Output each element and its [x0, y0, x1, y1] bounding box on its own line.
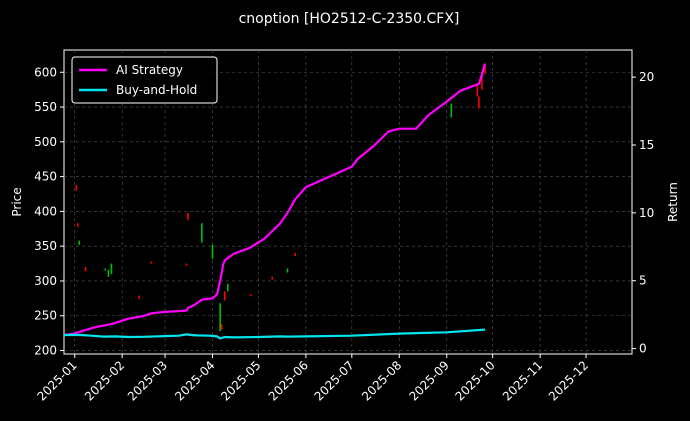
y2-tick-label-1: 5: [639, 274, 647, 288]
price-bar-15: [223, 291, 226, 301]
price-bar-12: [211, 244, 214, 259]
y-tick-label-7: 550: [34, 100, 57, 114]
y2-tick-label-2: 10: [639, 206, 654, 220]
y2-tick-label-3: 15: [639, 138, 654, 152]
price-bar-19: [286, 268, 289, 273]
price-bar-3: [84, 267, 87, 272]
y-tick-label-5: 450: [34, 170, 57, 184]
legend-label-buyhold: Buy-and-Hold: [116, 83, 197, 97]
price-bar-21: [450, 103, 453, 118]
price-bar-23: [478, 96, 480, 109]
price-bars: [75, 63, 486, 332]
price-bar-20: [294, 253, 296, 256]
price-bar-24: [481, 72, 483, 90]
y2-tick-label-0: 0: [639, 342, 647, 356]
y-tick-label-0: 200: [34, 344, 57, 358]
series-lines: [63, 63, 487, 340]
y-tick-label-8: 600: [34, 65, 57, 79]
y-tick-label-3: 350: [34, 239, 57, 253]
y-tick-label-6: 500: [34, 135, 57, 149]
price-bar-22: [476, 84, 479, 97]
legend-box: [71, 56, 218, 104]
price-bar-14: [220, 324, 223, 330]
price-bar-11: [200, 223, 203, 243]
price-bar-10: [187, 212, 189, 220]
price-bar-7: [138, 295, 140, 300]
price-bar-0: [75, 184, 78, 191]
price-bar-16: [227, 283, 229, 292]
price-bar-4: [104, 268, 107, 271]
y-tick-label-2: 300: [34, 274, 57, 288]
price-bar-5: [107, 269, 110, 277]
price-bar-1: [76, 223, 79, 227]
legend-label-strategy: AI Strategy: [116, 63, 183, 77]
series-line-strategy: [63, 63, 487, 337]
y-axis-title: Price: [10, 187, 24, 216]
y2-ticks: 0 5 10 15 20: [632, 70, 654, 356]
price-bar-9: [185, 263, 188, 266]
chart-title: cnoption [HO2512-C-2350.CFX]: [239, 11, 460, 27]
price-bar-18: [271, 276, 274, 280]
price-bar-8: [150, 261, 153, 264]
y-tick-label-1: 250: [34, 309, 57, 323]
price-bar-25: [484, 63, 486, 74]
price-bar-13: [219, 303, 221, 332]
y2-axis-title: Return: [666, 182, 680, 222]
series-line-buyhold: [64, 328, 486, 340]
price-bar-17: [249, 294, 252, 297]
price-bar-2: [78, 240, 81, 245]
legend: AI Strategy Buy-and-Hold: [71, 56, 218, 104]
y-ticks: 200 250 300 350 400 450 500 550 600: [34, 65, 64, 358]
y-tick-label-4: 400: [34, 204, 57, 218]
y2-tick-label-4: 20: [639, 70, 654, 84]
price-bar-6: [110, 263, 113, 274]
